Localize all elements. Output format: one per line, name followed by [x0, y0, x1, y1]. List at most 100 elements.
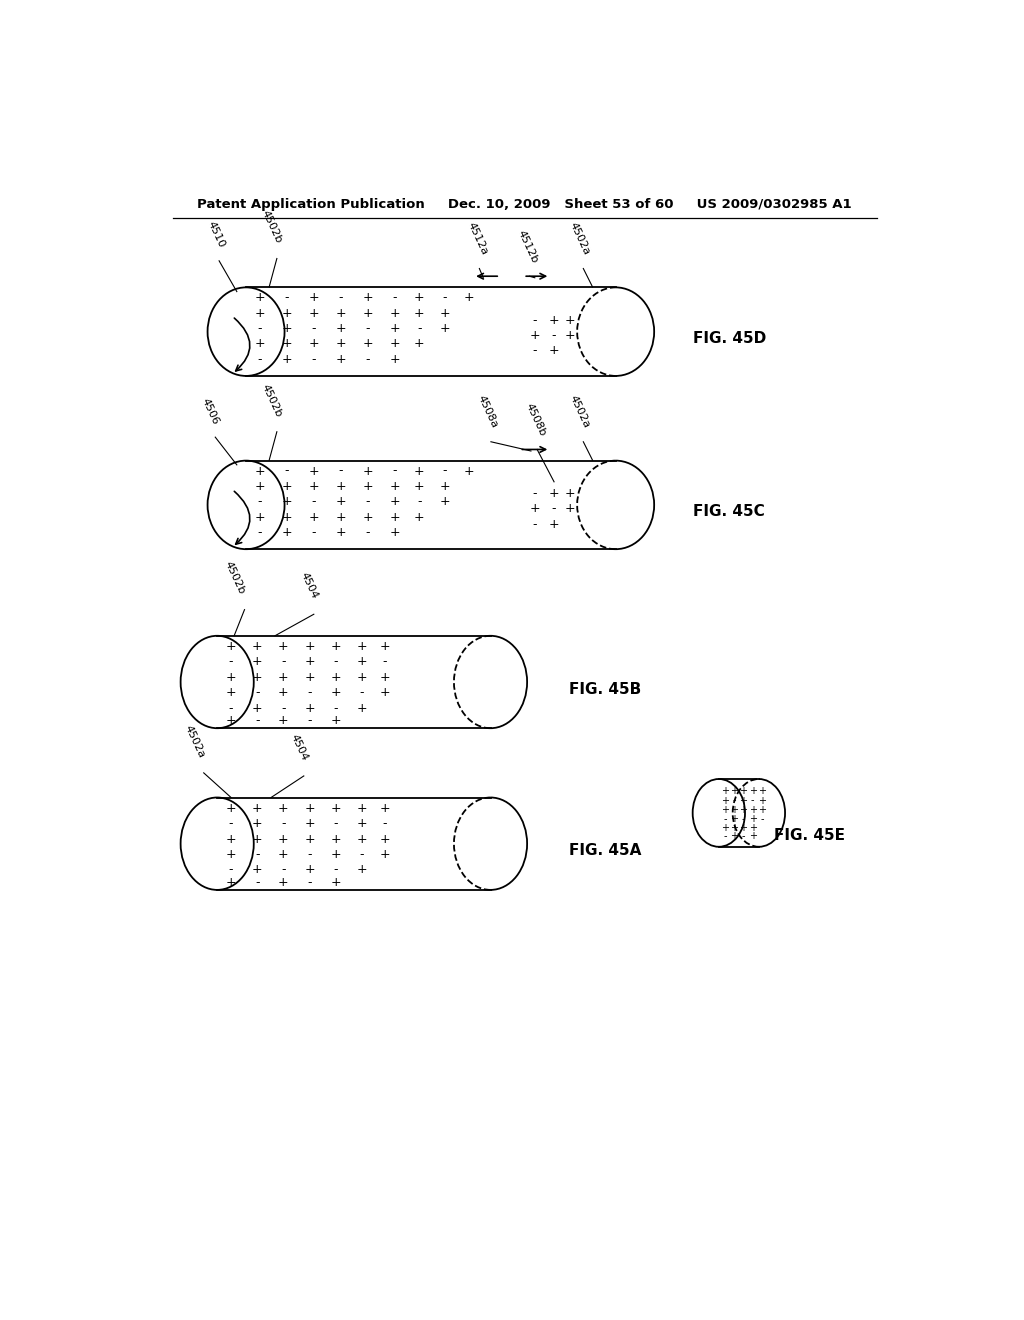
Text: +: +: [564, 329, 574, 342]
Text: +: +: [380, 833, 390, 846]
Text: -: -: [282, 702, 286, 714]
Text: +: +: [331, 714, 341, 727]
Text: +: +: [356, 640, 368, 653]
Text: +: +: [225, 640, 237, 653]
Text: +: +: [279, 833, 289, 846]
Text: -: -: [442, 465, 446, 478]
Text: 4506: 4506: [200, 396, 221, 426]
Text: -: -: [255, 875, 259, 888]
Text: +: +: [252, 863, 262, 876]
Text: +: +: [439, 480, 450, 492]
Ellipse shape: [208, 461, 285, 549]
Text: +: +: [414, 480, 425, 492]
Text: +: +: [282, 306, 292, 319]
Text: +: +: [331, 671, 341, 684]
Text: -: -: [417, 495, 422, 508]
Text: 4512a: 4512a: [466, 220, 489, 256]
Text: +: +: [331, 640, 341, 653]
Text: +: +: [308, 465, 319, 478]
Text: +: +: [331, 686, 341, 700]
Polygon shape: [719, 779, 759, 847]
Text: +: +: [356, 817, 368, 830]
Text: FIG. 45E: FIG. 45E: [773, 828, 845, 843]
Ellipse shape: [454, 636, 527, 729]
Text: +: +: [721, 787, 729, 796]
Text: +: +: [739, 824, 748, 833]
Text: -: -: [285, 292, 289, 305]
Text: +: +: [758, 805, 766, 814]
Text: +: +: [389, 495, 400, 508]
Text: -: -: [339, 292, 343, 305]
Text: -: -: [532, 314, 537, 326]
Text: +: +: [380, 847, 390, 861]
Text: -: -: [255, 714, 259, 727]
Ellipse shape: [454, 797, 527, 890]
Text: -: -: [282, 656, 286, 668]
Text: -: -: [366, 352, 370, 366]
Text: +: +: [225, 671, 237, 684]
Text: +: +: [564, 487, 574, 500]
Text: +: +: [282, 480, 292, 492]
Text: -: -: [228, 863, 233, 876]
Text: +: +: [252, 640, 262, 653]
Text: +: +: [362, 292, 373, 305]
Text: +: +: [439, 306, 450, 319]
Text: -: -: [334, 817, 338, 830]
Text: +: +: [308, 480, 319, 492]
Text: 4502b: 4502b: [260, 209, 284, 246]
Ellipse shape: [180, 636, 254, 729]
Text: +: +: [730, 832, 738, 841]
Text: +: +: [308, 511, 319, 524]
Text: -: -: [442, 292, 446, 305]
Text: 4502b: 4502b: [260, 383, 284, 418]
Text: +: +: [304, 671, 315, 684]
Text: +: +: [380, 801, 390, 814]
Text: +: +: [331, 801, 341, 814]
Text: +: +: [336, 527, 346, 539]
Text: +: +: [225, 686, 237, 700]
Text: +: +: [356, 863, 368, 876]
Text: +: +: [279, 847, 289, 861]
Text: +: +: [282, 527, 292, 539]
Text: +: +: [331, 847, 341, 861]
Text: +: +: [331, 833, 341, 846]
Text: +: +: [304, 801, 315, 814]
Text: +: +: [389, 511, 400, 524]
Text: 4504: 4504: [289, 733, 309, 763]
Text: 4502a: 4502a: [568, 393, 592, 430]
Text: +: +: [749, 814, 757, 824]
Text: 4510: 4510: [206, 219, 227, 249]
Text: +: +: [549, 517, 559, 531]
Text: +: +: [749, 805, 757, 814]
Text: -: -: [258, 495, 262, 508]
Text: -: -: [334, 702, 338, 714]
Text: Patent Application Publication     Dec. 10, 2009   Sheet 53 of 60     US 2009/03: Patent Application Publication Dec. 10, …: [198, 198, 852, 211]
Ellipse shape: [180, 797, 254, 890]
Text: +: +: [414, 511, 425, 524]
Text: +: +: [356, 671, 368, 684]
Text: +: +: [225, 847, 237, 861]
Text: +: +: [380, 640, 390, 653]
Text: -: -: [732, 796, 736, 805]
Text: FIG. 45B: FIG. 45B: [569, 681, 642, 697]
Text: +: +: [549, 314, 559, 326]
Text: +: +: [389, 480, 400, 492]
Text: +: +: [304, 656, 315, 668]
Text: -: -: [307, 714, 312, 727]
Text: +: +: [282, 322, 292, 335]
Text: +: +: [529, 502, 540, 515]
Text: +: +: [730, 824, 738, 833]
Text: +: +: [252, 656, 262, 668]
Text: +: +: [439, 495, 450, 508]
Text: +: +: [336, 306, 346, 319]
Text: +: +: [255, 306, 265, 319]
Text: -: -: [359, 686, 365, 700]
Text: +: +: [225, 875, 237, 888]
Text: -: -: [741, 814, 745, 824]
Text: -: -: [760, 814, 764, 824]
Ellipse shape: [578, 288, 654, 376]
Text: -: -: [334, 863, 338, 876]
Text: +: +: [304, 863, 315, 876]
Text: -: -: [392, 292, 397, 305]
Text: -: -: [366, 527, 370, 539]
